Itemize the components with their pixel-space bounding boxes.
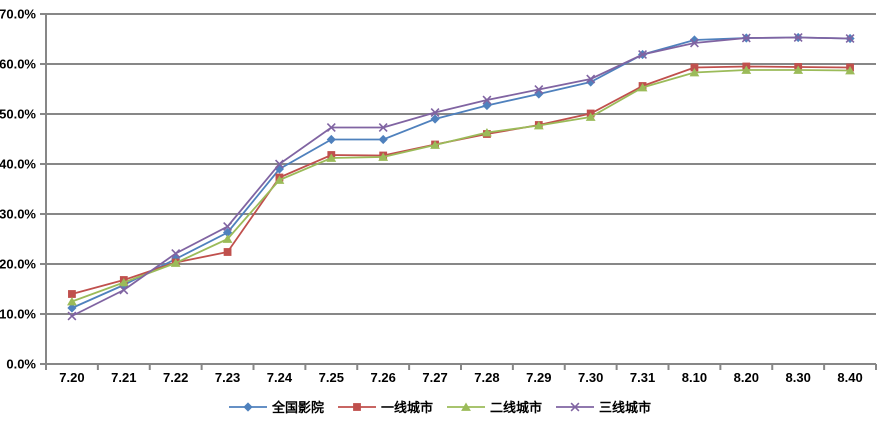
legend-item-tier3-cities: 三线城市	[556, 401, 651, 414]
legend-label: 二线城市	[490, 399, 543, 415]
square-data-marker	[690, 63, 699, 72]
x-data-marker	[119, 285, 129, 295]
legend-label: 三线城市	[599, 399, 652, 415]
triangle-data-marker	[741, 65, 752, 74]
x-data-marker	[430, 108, 440, 117]
series-2-triangle	[67, 65, 855, 306]
x-axis-tick-label: 7.23	[215, 370, 240, 385]
x-axis-tick-label: 7.21	[111, 370, 136, 385]
x-data-marker	[793, 33, 803, 42]
diamond-data-marker	[67, 303, 77, 313]
x-data-marker	[570, 402, 580, 412]
x-axis-tick-label: 7.22	[163, 370, 188, 385]
triangle-data-marker	[118, 278, 129, 287]
x-data-marker	[482, 95, 492, 105]
x-data-marker	[689, 38, 699, 48]
legend-item-tier2-cities: 二线城市	[447, 401, 542, 414]
x-axis-tick-label: 8.20	[734, 370, 759, 385]
series-line	[71, 69, 851, 303]
x-axis-tick-label: 7.24	[267, 370, 293, 385]
diamond-data-marker	[586, 77, 596, 87]
x-axis-tick-label: 7.20	[59, 370, 84, 385]
x-data-marker	[378, 123, 388, 132]
diamond-data-marker	[326, 134, 336, 145]
x-data-marker	[638, 50, 648, 59]
triangle-data-marker	[461, 402, 471, 411]
legend-marker-triangle-icon	[447, 402, 485, 411]
x-axis-tick-label: 7.28	[474, 370, 499, 385]
series-1-square	[68, 62, 854, 298]
series-line	[71, 65, 851, 295]
y-axis-tick-label: 10.0%	[0, 307, 36, 322]
x-data-marker	[326, 123, 336, 132]
triangle-data-marker	[67, 297, 77, 306]
y-axis-tick-label: 30.0%	[0, 207, 36, 222]
triangle-data-marker	[793, 65, 804, 74]
x-axis-tick-label: 8.30	[786, 370, 811, 385]
triangle-data-marker	[378, 152, 389, 161]
legend-marker-x-icon	[556, 402, 595, 412]
triangle-data-marker	[845, 66, 855, 75]
x-data-marker	[274, 159, 284, 169]
x-data-marker	[741, 33, 751, 43]
triangle-data-marker	[533, 121, 544, 130]
diamond-data-marker	[378, 134, 388, 145]
y-axis-tick-label: 70.0%	[0, 7, 36, 22]
legend-label: 全国影院	[271, 399, 324, 415]
legend-item-national-cinemas: 全国影院	[228, 399, 324, 415]
series-0-diamond	[67, 32, 855, 313]
x-axis-tick-label: 7.27	[422, 370, 447, 385]
x-axis-tick-label: 8.40	[837, 370, 862, 385]
x-axis-tick-label: 7.29	[526, 370, 551, 385]
x-data-marker	[67, 311, 77, 321]
triangle-data-marker	[585, 112, 596, 121]
x-data-marker	[171, 249, 181, 258]
diamond-data-marker	[430, 114, 440, 124]
triangle-data-marker	[482, 128, 492, 137]
x-axis-tick-label: 7.30	[578, 370, 603, 385]
y-axis-tick-label: 50.0%	[0, 107, 36, 122]
square-data-marker	[68, 290, 76, 298]
x-data-marker	[586, 74, 596, 84]
x-axis-tick-label: 7.31	[630, 370, 655, 385]
x-data-marker	[534, 85, 544, 94]
legend-item-tier1-cities: 一线城市	[337, 399, 433, 415]
triangle-data-marker	[689, 68, 700, 77]
diamond-data-marker	[534, 89, 544, 99]
x-data-marker	[845, 34, 855, 43]
triangle-data-marker	[222, 234, 233, 243]
chart-legend: 全国影院 一线城市 二线城市 三线城市	[0, 397, 880, 417]
y-axis-tick-label: 20.0%	[0, 257, 36, 272]
y-axis-tick-label: 40.0%	[0, 157, 36, 172]
x-axis-tick-label: 8.10	[682, 370, 707, 385]
diamond-data-marker	[222, 227, 233, 238]
triangle-data-marker	[430, 140, 440, 149]
square-data-marker	[223, 248, 232, 256]
series-line	[71, 36, 851, 317]
triangle-data-marker	[170, 258, 181, 267]
x-axis-tick-label: 7.25	[319, 370, 344, 385]
series-3-x	[67, 33, 855, 321]
triangle-data-marker	[274, 175, 285, 184]
legend-marker-square-icon	[337, 403, 376, 411]
x-data-marker	[223, 222, 233, 231]
y-axis-tick-label: 0.0%	[6, 357, 36, 372]
square-data-marker	[353, 403, 361, 411]
legend-label: 一线城市	[380, 399, 433, 415]
legend-marker-diamond-icon	[228, 402, 267, 412]
triangle-data-marker	[637, 83, 648, 92]
diamond-data-marker	[243, 402, 253, 412]
series-line	[71, 36, 851, 309]
y-axis-tick-label: 60.0%	[0, 57, 36, 72]
triangle-data-marker	[326, 153, 337, 162]
x-axis-tick-label: 7.26	[371, 370, 396, 385]
